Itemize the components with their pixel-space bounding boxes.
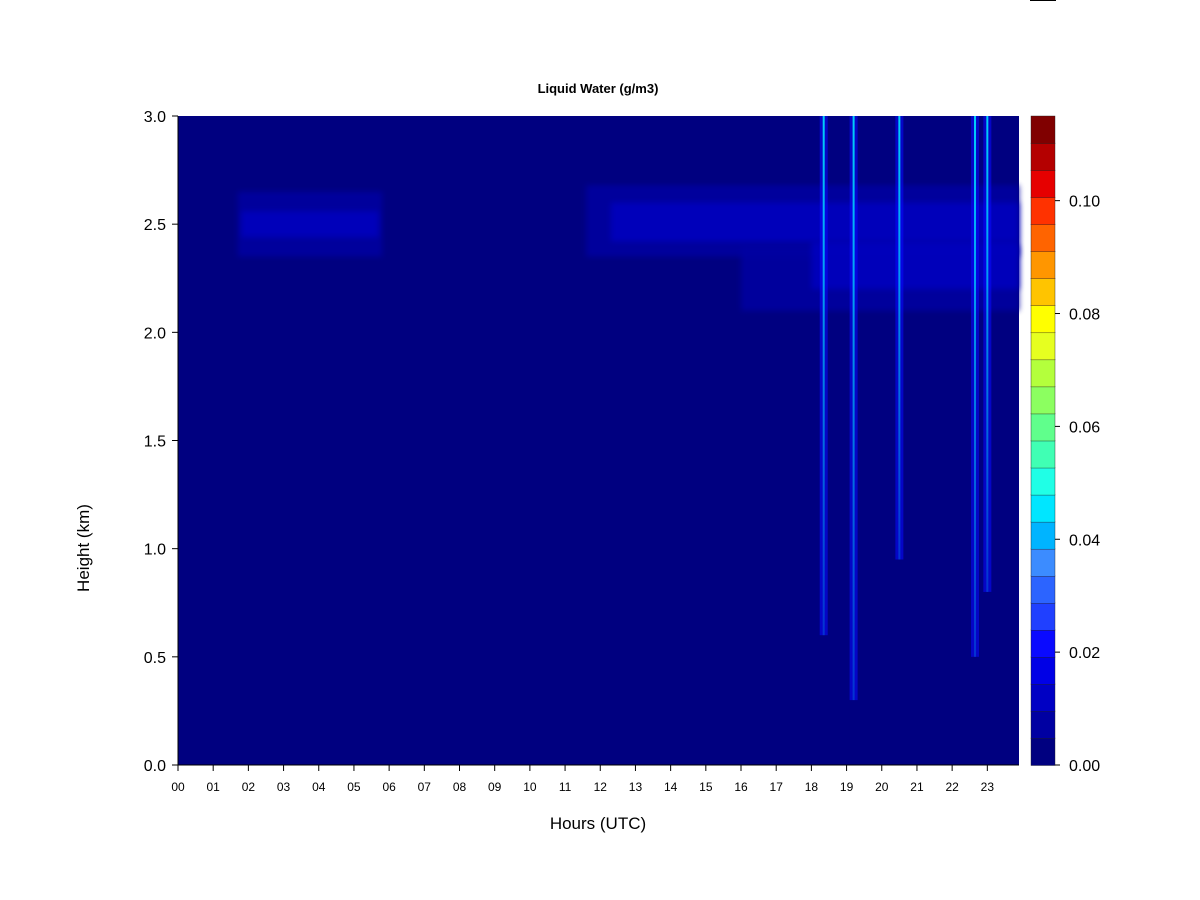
x-tick-label: 15 bbox=[699, 780, 713, 794]
colorbar-tick-label: 0.00 bbox=[1069, 758, 1100, 775]
colorbar-tick-label: 0.04 bbox=[1069, 532, 1100, 549]
liquid-column bbox=[986, 116, 989, 592]
liquid-column bbox=[822, 116, 825, 636]
colorbar-swatch bbox=[1030, 656, 1056, 685]
colorbar: 0.00 0.02 0.04 0.06 0.08 0.10 bbox=[1030, 115, 1100, 775]
x-tick-label: 03 bbox=[277, 780, 291, 794]
x-tick-label: 08 bbox=[453, 780, 467, 794]
liquid-column bbox=[974, 116, 977, 657]
x-tick-label: 17 bbox=[770, 780, 784, 794]
x-tick-label: 13 bbox=[629, 780, 643, 794]
colorbar-swatch bbox=[1030, 169, 1056, 198]
colorbar-swatch bbox=[1030, 683, 1056, 712]
x-tick-label: 21 bbox=[910, 780, 924, 794]
colorbar-swatch bbox=[1030, 710, 1056, 739]
colorbar-swatch bbox=[1030, 413, 1056, 442]
colorbar-swatch bbox=[1030, 359, 1056, 388]
colorbar-tick-label: 0.02 bbox=[1069, 645, 1100, 662]
colorbar-swatch bbox=[1030, 223, 1056, 252]
colorbar-swatch bbox=[1030, 440, 1056, 469]
x-tick-label: 16 bbox=[734, 780, 748, 794]
x-tick-label: 18 bbox=[805, 780, 819, 794]
x-tick-label: 22 bbox=[945, 780, 959, 794]
x-tick-label: 01 bbox=[207, 780, 221, 794]
heatmap-features bbox=[237, 116, 1019, 701]
colorbar-swatch bbox=[1030, 386, 1056, 415]
liquid-column bbox=[898, 116, 901, 560]
colorbar-tick-label: 0.08 bbox=[1069, 307, 1100, 324]
x-tick-label: 20 bbox=[875, 780, 889, 794]
colorbar-swatch bbox=[1030, 305, 1056, 334]
y-tick-label: 1.5 bbox=[144, 434, 166, 451]
y-tick-label: 2.0 bbox=[144, 325, 166, 342]
y-axis: 0.0 0.5 1.0 1.5 2.0 2.5 3.0 bbox=[144, 109, 179, 775]
colorbar-swatch bbox=[1030, 575, 1056, 604]
cloud-layer-core bbox=[241, 211, 379, 238]
colorbar-swatch bbox=[1030, 548, 1056, 577]
x-tick-label: 14 bbox=[664, 780, 678, 794]
y-tick-label: 0.5 bbox=[144, 650, 166, 667]
x-tick-label: 00 bbox=[171, 780, 185, 794]
x-tick-label: 19 bbox=[840, 780, 854, 794]
colorbar-tick-label: 0.10 bbox=[1069, 194, 1100, 211]
x-tick-label: 04 bbox=[312, 780, 326, 794]
x-tick-label: 05 bbox=[347, 780, 361, 794]
x-tick-label: 06 bbox=[382, 780, 396, 794]
x-tick-label: 11 bbox=[559, 780, 572, 794]
x-tick-label: 12 bbox=[594, 780, 608, 794]
y-tick-label: 1.0 bbox=[144, 542, 166, 559]
colorbar-swatch bbox=[1030, 251, 1056, 279]
colorbar-swatch bbox=[1030, 602, 1056, 631]
colorbar-swatch bbox=[1030, 332, 1056, 361]
colorbar-swatch bbox=[1030, 115, 1056, 144]
colorbar-tick-label: 0.06 bbox=[1069, 419, 1100, 436]
cloud-layer-core bbox=[610, 202, 1019, 242]
x-axis: 00 01 02 03 04 05 06 07 08 09 10 11 12 13 14 15 16 17 18 19… bbox=[171, 764, 1019, 794]
colorbar-swatch bbox=[1030, 629, 1056, 658]
x-tick-label: 07 bbox=[418, 780, 432, 794]
x-tick-label: 09 bbox=[488, 780, 502, 794]
y-axis-label: Height (km) bbox=[74, 504, 93, 592]
colorbar-swatch bbox=[1030, 196, 1056, 225]
colorbar-swatch bbox=[1030, 521, 1056, 550]
y-tick-label: 2.5 bbox=[144, 217, 166, 234]
liquid-column bbox=[852, 116, 855, 701]
corner-mark bbox=[1030, 0, 1056, 1]
colorbar-swatch bbox=[1030, 467, 1056, 496]
colorbar-swatch bbox=[1030, 278, 1056, 306]
x-axis-label: Hours (UTC) bbox=[550, 814, 646, 833]
x-tick-label: 02 bbox=[242, 780, 256, 794]
colorbar-swatch bbox=[1030, 494, 1056, 523]
y-tick-label: 0.0 bbox=[144, 758, 166, 775]
chart-title: Liquid Water (g/m3) bbox=[538, 81, 659, 96]
x-tick-label: 10 bbox=[523, 780, 537, 794]
x-tick-label: 23 bbox=[981, 780, 995, 794]
colorbar-swatch bbox=[1030, 737, 1056, 766]
colorbar-swatch bbox=[1030, 142, 1056, 171]
y-tick-label: 3.0 bbox=[144, 109, 166, 126]
